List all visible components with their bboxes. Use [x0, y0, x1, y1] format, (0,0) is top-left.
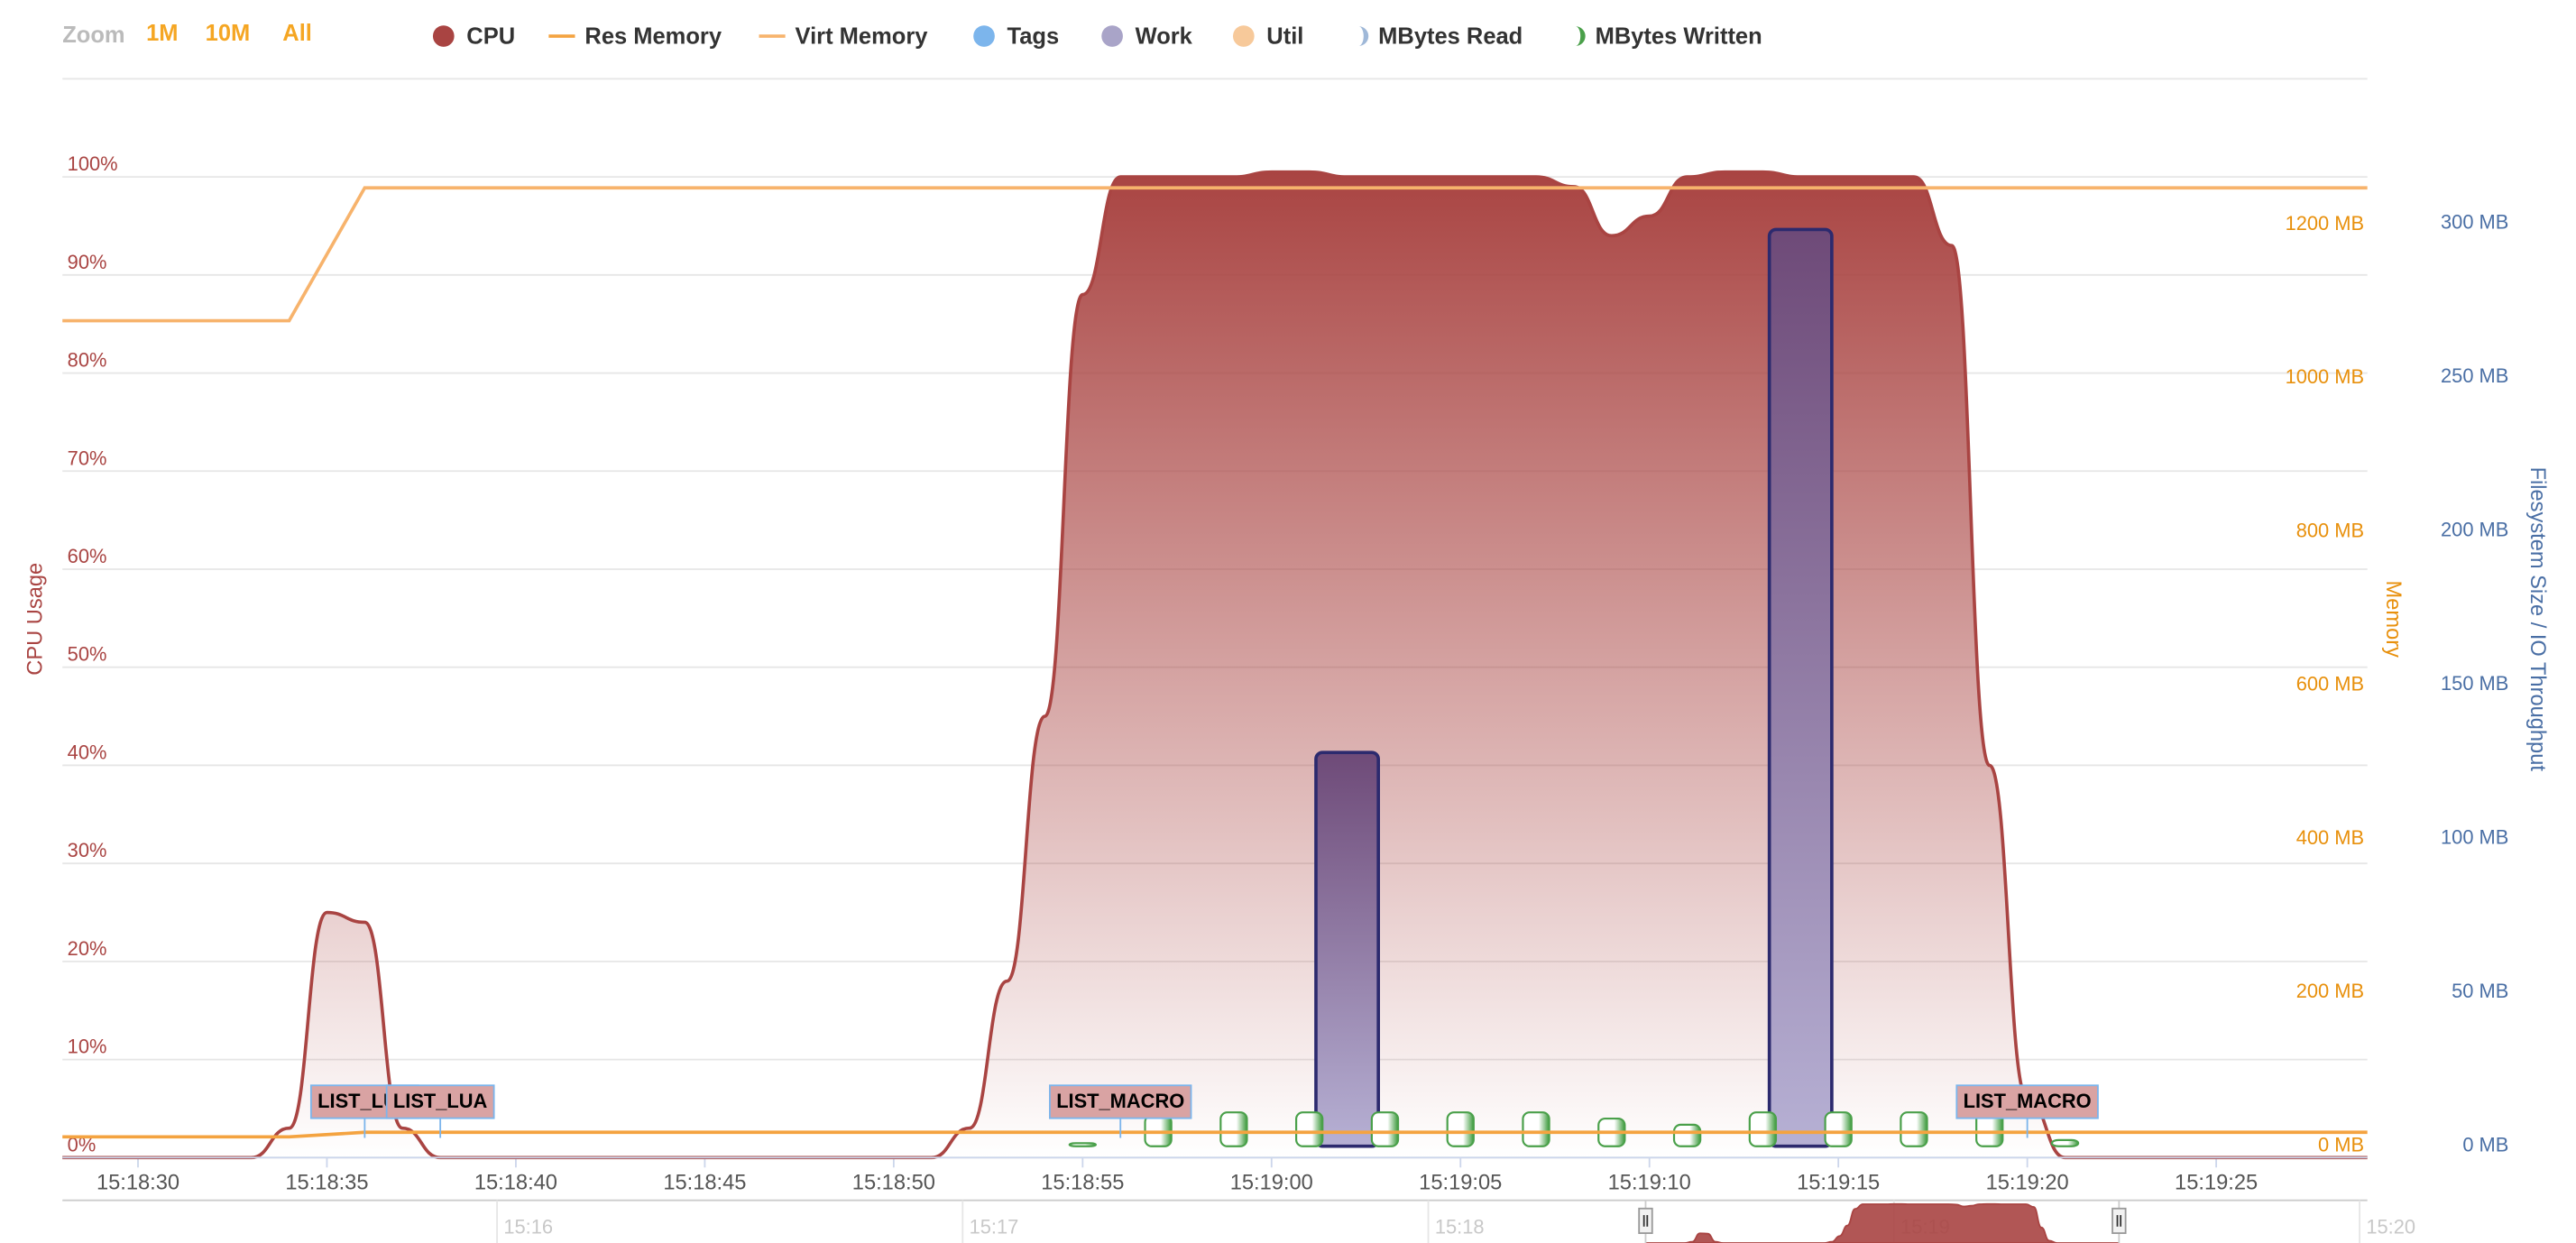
flag-label: LIST_MACRO: [1964, 1090, 2092, 1112]
range-button[interactable]: All: [282, 21, 312, 46]
work-bar: [1767, 227, 1834, 1148]
y3-tick-label: 300 MB: [2441, 210, 2508, 233]
x-tick-label: 15:18:40: [474, 1172, 557, 1195]
navigator-area: [1645, 1202, 2120, 1243]
y-tick-label: 70%: [68, 447, 107, 469]
flag-label: LIST_LUA: [393, 1090, 488, 1112]
flag: LIST_MACRO: [1049, 1084, 1192, 1119]
range-button[interactable]: 1M: [146, 21, 178, 46]
flag-box: [1955, 1084, 2099, 1119]
x-tick-label: 15:19:20: [1986, 1172, 2069, 1195]
y2-axis-title: Memory: [2381, 581, 2405, 658]
flag-label: LIST_MACRO: [1056, 1090, 1184, 1112]
y2-tick-label: 800 MB: [2296, 519, 2364, 541]
flag-box: [385, 1084, 495, 1119]
y-axis-title: CPU Usage: [23, 563, 47, 676]
x-tick-label: 15:18:50: [852, 1172, 935, 1195]
y2-tick-label: 1000 MB: [2286, 365, 2364, 388]
written-bar: [1370, 1111, 1400, 1147]
y-tick-label: 10%: [68, 1036, 107, 1058]
written-bar: [1068, 1142, 1097, 1147]
written-bar: [1748, 1111, 1778, 1147]
work-bar: [1314, 750, 1380, 1148]
x-tick-label: 15:19:25: [2175, 1172, 2258, 1195]
cpu-area: [62, 171, 2368, 1158]
legend-label[interactable]: Util: [1266, 24, 1303, 50]
x-tick-label: 15:19:10: [1608, 1172, 1691, 1195]
legend-label[interactable]: MBytes Written: [1596, 24, 1762, 50]
y3-tick-label: 200 MB: [2441, 518, 2508, 540]
x-tick-label: 15:19:00: [1230, 1172, 1313, 1195]
memory-line: [62, 1130, 2368, 1139]
x-tick-label: 15:19:15: [1797, 1172, 1880, 1195]
legend-symbol: [973, 25, 995, 47]
y-tick-label: 30%: [68, 839, 107, 861]
y2-tick-label: 0 MB: [2318, 1133, 2364, 1156]
y3-axis-title: Filesystem Size / IO Throughput: [2525, 467, 2549, 772]
y-tick-label: 100%: [68, 152, 118, 175]
x-tick-label: 15:18:30: [97, 1172, 179, 1195]
x-tick-label: 15:18:45: [663, 1172, 746, 1195]
legend-symbol: [1358, 26, 1369, 46]
y3-tick-label: 250 MB: [2441, 364, 2508, 387]
legend-label[interactable]: Res Memory: [584, 24, 722, 50]
written-bar: [2050, 1138, 2080, 1147]
legend-symbol: [1101, 25, 1123, 47]
written-bar: [1219, 1111, 1248, 1147]
navigator-handle[interactable]: [2111, 1207, 2127, 1234]
navigator-tick-label: 15:16: [503, 1215, 553, 1238]
memory-line: [62, 186, 2368, 323]
legend-label[interactable]: CPU: [466, 24, 515, 50]
written-bar: [1900, 1111, 1928, 1147]
y-tick-label: 40%: [68, 741, 107, 763]
legend-symbol: [1575, 26, 1586, 46]
y2-tick-label: 200 MB: [2296, 980, 2364, 1002]
navigator-tick-label: 15:20: [2366, 1215, 2415, 1238]
zoom-label: Zoom: [62, 23, 124, 48]
navigator-tick-label: 15:17: [970, 1215, 1019, 1238]
y3-tick-label: 100 MB: [2441, 825, 2508, 848]
y-tick-label: 80%: [68, 349, 107, 372]
y2-tick-label: 1200 MB: [2286, 212, 2364, 235]
x-tick-label: 15:18:55: [1041, 1172, 1124, 1195]
y-tick-label: 60%: [68, 545, 107, 567]
x-tick-label: 15:18:35: [285, 1172, 368, 1195]
legend-label[interactable]: Tags: [1007, 24, 1060, 50]
y-tick-label: 20%: [68, 937, 107, 960]
legend-label[interactable]: Virt Memory: [796, 24, 929, 50]
y3-tick-label: 0 MB: [2462, 1133, 2508, 1156]
y-tick-label: 50%: [68, 643, 107, 666]
y3-tick-label: 50 MB: [2452, 980, 2508, 1002]
legend-symbol: [432, 25, 455, 47]
y2-tick-label: 600 MB: [2296, 673, 2364, 695]
flag: LIST_LUA: [385, 1084, 495, 1119]
legend-label[interactable]: Work: [1136, 24, 1193, 50]
written-bar: [1522, 1111, 1550, 1147]
navigator-tick-label: 15:18: [1435, 1215, 1485, 1238]
y3-tick-label: 150 MB: [2441, 672, 2508, 695]
navigator-handle[interactable]: [1638, 1207, 1653, 1234]
y2-tick-label: 400 MB: [2296, 826, 2364, 849]
written-bar: [1295, 1111, 1324, 1147]
y-tick-label: 90%: [68, 251, 107, 273]
legend-label[interactable]: MBytes Read: [1378, 24, 1523, 50]
flag: LIST_MACRO: [1955, 1084, 2099, 1119]
x-tick-label: 15:19:05: [1419, 1172, 1502, 1195]
legend-symbol: [1232, 25, 1255, 47]
written-bar: [1446, 1111, 1475, 1147]
flag-box: [1049, 1084, 1192, 1119]
written-bar: [1824, 1111, 1853, 1147]
written-bar: [1672, 1123, 1702, 1147]
range-button[interactable]: 10M: [206, 21, 251, 46]
